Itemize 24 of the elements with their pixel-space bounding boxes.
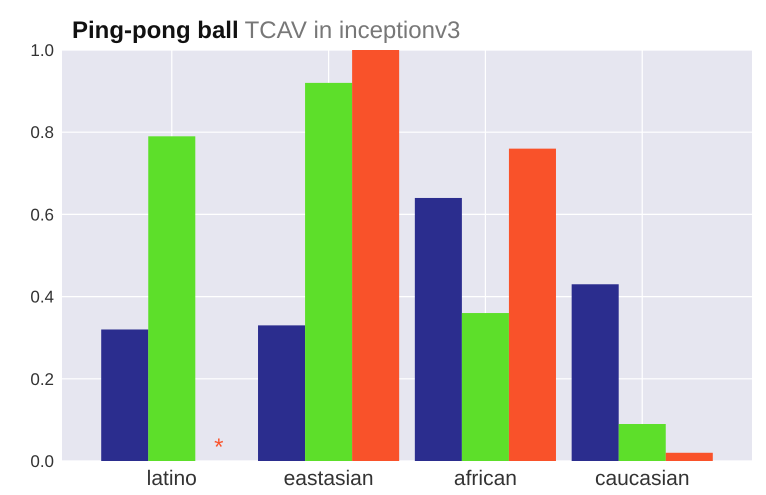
chart-title: Ping-pong ball xyxy=(72,17,239,44)
y-tick-label: 0.8 xyxy=(30,123,54,142)
bar xyxy=(618,424,666,461)
x-tick-label: african xyxy=(454,467,517,490)
x-tick-label: eastasian xyxy=(284,467,374,490)
chart-subtitle: TCAV in inceptionv3 xyxy=(244,17,460,44)
x-tick-label: latino xyxy=(146,467,197,490)
bar xyxy=(305,82,352,461)
y-tick-label: 0.2 xyxy=(30,370,54,389)
x-tick-label: caucasian xyxy=(594,467,690,490)
bar xyxy=(666,452,713,461)
bar xyxy=(101,329,148,461)
y-tick-label: 0.0 xyxy=(30,452,54,471)
y-tick-label: 0.6 xyxy=(30,205,54,224)
bar xyxy=(258,325,306,461)
y-tick-label: 1.0 xyxy=(30,40,54,60)
bar xyxy=(148,136,196,461)
bar xyxy=(508,148,556,461)
bar xyxy=(572,284,619,461)
bar xyxy=(414,198,462,461)
bar xyxy=(352,50,400,461)
bar xyxy=(462,313,509,461)
y-tick-label: 0.4 xyxy=(30,288,54,307)
annotation: * xyxy=(214,434,224,461)
